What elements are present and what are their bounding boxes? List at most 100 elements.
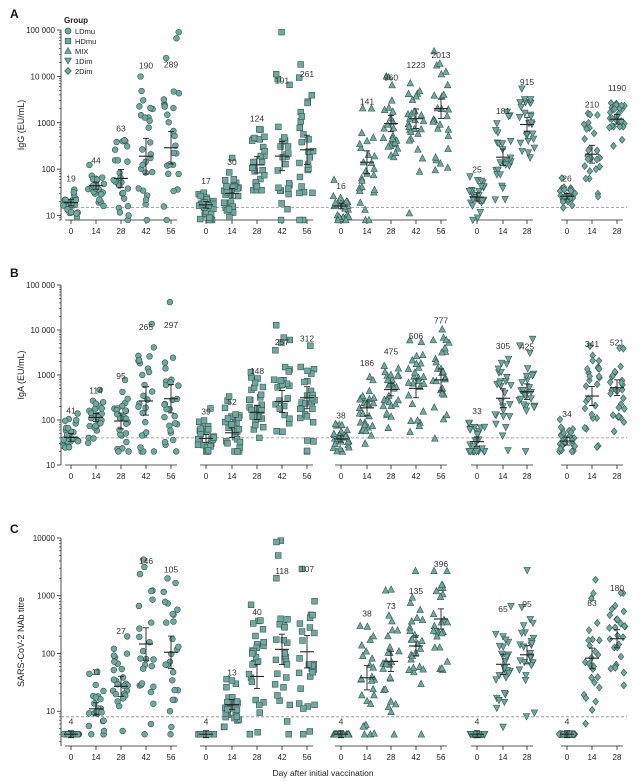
data-point <box>90 435 97 442</box>
data-point <box>586 167 594 176</box>
data-point <box>592 165 600 174</box>
data-point <box>584 155 592 164</box>
legend-marker-circle <box>64 27 72 35</box>
data-point <box>169 677 176 684</box>
data-point <box>99 174 106 181</box>
data-point <box>500 690 509 698</box>
data-point <box>304 99 311 107</box>
data-point <box>234 448 241 455</box>
data-point <box>210 434 218 441</box>
data-point <box>119 388 126 396</box>
data-point <box>220 199 228 206</box>
data-point <box>92 681 99 689</box>
gmt-label: 186 <box>360 358 374 368</box>
data-point <box>412 92 420 100</box>
data-point <box>135 185 142 192</box>
data-point <box>619 633 627 642</box>
data-point <box>433 104 442 112</box>
x-tick-label: 14 <box>228 227 237 236</box>
data-point <box>568 447 576 456</box>
gmt-label: 41 <box>66 405 76 415</box>
x-tick-label: 0 <box>565 753 570 762</box>
data-point <box>300 731 307 738</box>
data-point <box>85 439 92 447</box>
y-tick-label: 1000 <box>37 371 55 380</box>
data-point <box>85 710 93 717</box>
data-point <box>414 129 422 137</box>
data-point <box>594 673 601 682</box>
gmt-label: 95 <box>522 599 532 609</box>
gmt-label: 341 <box>585 339 599 349</box>
legend-label: LDmu <box>75 27 95 36</box>
data-point <box>94 668 101 675</box>
x-tick-label: 0 <box>339 472 344 481</box>
data-point <box>519 386 527 395</box>
data-point <box>141 114 149 121</box>
panel-letter: B <box>10 266 19 280</box>
data-point <box>381 367 389 376</box>
data-point <box>383 120 392 128</box>
data-point <box>499 413 508 421</box>
data-point <box>60 436 67 443</box>
gmt-label: 1190 <box>608 83 627 93</box>
legend-marker-diamond <box>64 67 72 75</box>
data-point <box>233 713 241 720</box>
data-point <box>370 185 379 193</box>
gmt-label: 1223 <box>407 60 426 70</box>
gmt-label: 105 <box>164 564 178 574</box>
x-tick-label: 0 <box>475 753 480 762</box>
gmt-label: 38 <box>362 608 372 618</box>
data-point <box>415 167 424 175</box>
data-point <box>342 197 351 205</box>
data-point <box>620 394 627 403</box>
data-point <box>119 727 126 735</box>
data-point <box>309 611 316 619</box>
data-point <box>406 78 415 87</box>
data-point <box>385 391 393 399</box>
data-point <box>286 701 294 709</box>
data-point <box>430 403 439 411</box>
gmt-label: 181 <box>496 106 510 116</box>
data-point <box>249 164 256 172</box>
x-tick-label: 56 <box>167 227 176 236</box>
data-point <box>275 123 282 131</box>
panel-letter: C <box>10 522 19 536</box>
x-tick-label: 28 <box>613 753 622 762</box>
data-point <box>139 665 147 672</box>
data-point <box>222 177 229 184</box>
data-point <box>361 420 369 428</box>
data-point <box>286 336 294 344</box>
x-tick-label: 0 <box>339 753 344 762</box>
x-tick-label: 0 <box>339 227 344 236</box>
data-point <box>92 694 99 701</box>
data-point <box>518 85 526 93</box>
data-point <box>275 552 282 559</box>
data-point <box>145 124 152 131</box>
data-point <box>522 713 531 721</box>
gmt-label: 52 <box>227 397 237 407</box>
data-point <box>175 28 182 36</box>
data-point <box>331 198 340 206</box>
data-point <box>200 417 208 424</box>
data-point <box>304 437 311 444</box>
data-point <box>519 401 528 409</box>
data-point <box>100 202 107 210</box>
data-point <box>205 426 212 433</box>
x-tick-label: 56 <box>303 753 312 762</box>
data-point <box>168 723 175 731</box>
data-point <box>285 731 292 738</box>
data-point <box>620 607 628 616</box>
data-point <box>110 645 118 652</box>
data-point <box>296 173 304 181</box>
x-tick-label: 14 <box>228 472 237 481</box>
gmt-label: 26 <box>562 173 572 183</box>
data-point <box>492 704 501 713</box>
data-point <box>528 130 537 138</box>
data-point <box>161 598 169 606</box>
data-point <box>286 81 293 89</box>
data-point <box>524 137 532 146</box>
data-point <box>415 86 424 95</box>
data-point <box>357 143 365 152</box>
gmt-label: 396 <box>434 559 448 569</box>
data-point <box>342 215 350 224</box>
